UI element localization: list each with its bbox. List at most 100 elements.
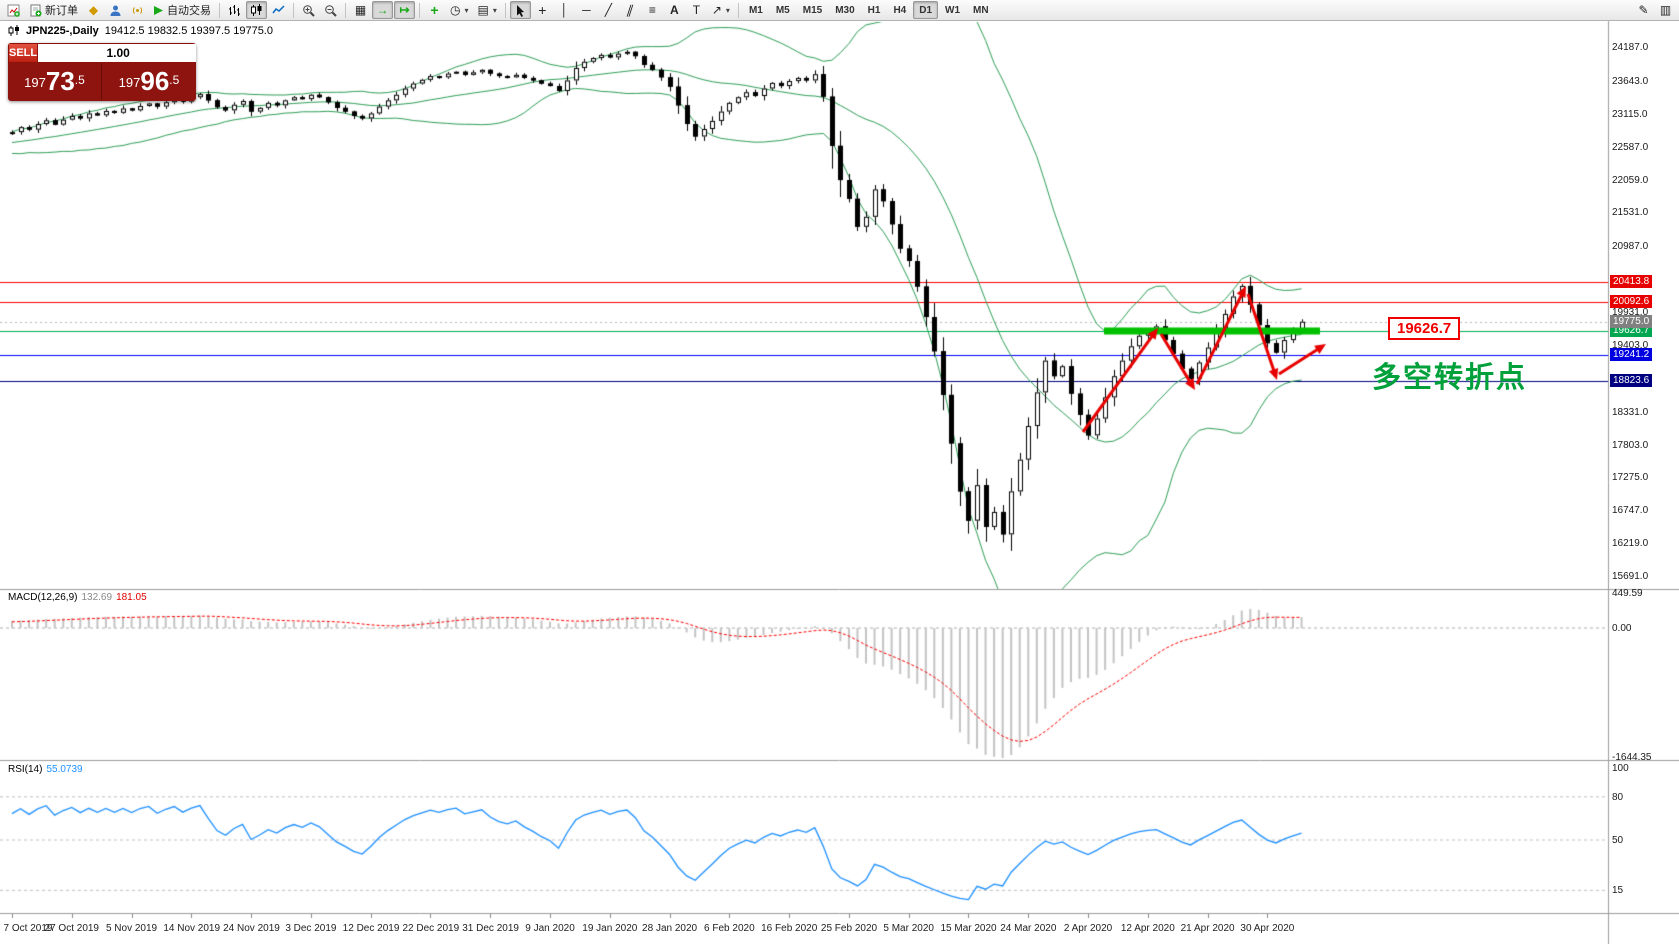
- templates-icon: ▤: [477, 2, 489, 17]
- chart-ohlc-values: 19412.5 19832.5 19397.5 19775.0: [104, 25, 273, 37]
- timeframe-m5-button[interactable]: M5: [775, 4, 790, 16]
- timeframe-w1-button[interactable]: W1: [945, 4, 961, 16]
- crosshair-button[interactable]: +: [532, 1, 553, 19]
- layout-button[interactable]: ▥: [1655, 1, 1676, 19]
- cursor-icon: [516, 4, 524, 17]
- macd-main-value: 132.69: [81, 592, 113, 603]
- level-price-label[interactable]: 19626.7: [1388, 317, 1461, 340]
- toolbar-separator: [737, 2, 739, 18]
- cursor-button[interactable]: [509, 1, 531, 19]
- timeframe-d1-button[interactable]: D1: [913, 1, 939, 19]
- dropdown-caret-icon: ▾: [492, 5, 497, 15]
- chart-title-bar: JPN225-,Daily 19412.5 19832.5 19397.5 19…: [8, 25, 273, 37]
- toolbar-separator: [419, 2, 420, 18]
- fibonacci-icon: ≡: [648, 2, 656, 17]
- buy-price: 197 96.5: [102, 63, 196, 101]
- indicators-icon: +: [430, 1, 439, 18]
- autotrading-button[interactable]: 自动交易: [149, 1, 215, 19]
- metaeditor-button[interactable]: ◆: [83, 1, 104, 19]
- zoom-out-icon: [325, 4, 337, 17]
- text-icon: A: [670, 2, 679, 17]
- macd-signal-value: 181.05: [116, 592, 147, 603]
- zoom-in-button[interactable]: [298, 1, 319, 19]
- timeframe-m15-button[interactable]: M15: [802, 4, 823, 16]
- new-order-icon: [30, 4, 42, 16]
- toolbar-separator: [504, 2, 506, 18]
- price-digits: 96: [140, 66, 170, 96]
- price-digits: .5: [169, 73, 180, 87]
- horizontal-line-icon: ─: [582, 2, 591, 17]
- text-label-icon: T: [692, 2, 701, 17]
- rsi-indicator-label: RSI(14) 55.0739: [8, 764, 83, 775]
- line-chart-button[interactable]: [268, 1, 289, 19]
- pencil-icon: ✎: [1638, 2, 1649, 17]
- timeframe-toolbar: M1 M5 M15 M30 H1 H4 D1 W1 MN: [743, 1, 995, 19]
- dropdown-caret-icon: ▾: [464, 5, 469, 15]
- zoom-out-button[interactable]: [320, 1, 341, 19]
- text-button[interactable]: A: [664, 1, 685, 19]
- trendline-button[interactable]: ╱: [598, 1, 619, 19]
- alerts-icon: [132, 6, 143, 14]
- zoom-in-icon: [303, 4, 315, 17]
- new-order-button[interactable]: 新订单: [25, 1, 82, 19]
- arrows-icon: ↗: [711, 2, 722, 17]
- autotrading-label: 自动交易: [167, 5, 211, 17]
- new-chart-icon: [7, 4, 20, 17]
- turning-point-annotation: 多空转折点: [1372, 362, 1528, 394]
- price-axis[interactable]: [1609, 21, 1679, 944]
- auto-scroll-button[interactable]: →: [372, 1, 393, 19]
- channel-icon: ∥: [625, 2, 636, 17]
- channel-button[interactable]: ∥: [620, 1, 641, 19]
- chart-shift-button[interactable]: ↦: [394, 1, 415, 19]
- periods-button[interactable]: ◷ ▾: [446, 1, 473, 19]
- crosshair-icon: +: [538, 1, 547, 18]
- tile-windows-icon: ▦: [354, 2, 367, 17]
- text-label-button[interactable]: T: [686, 1, 707, 19]
- timeframe-m30-button[interactable]: M30: [835, 4, 855, 16]
- play-icon: [154, 5, 163, 15]
- main-toolbar: 新订单 ◆ 自动交易 ▦ → ↦: [0, 0, 1679, 21]
- horizontal-line-button[interactable]: ─: [576, 1, 597, 19]
- templates-button[interactable]: ▤ ▾: [474, 1, 501, 19]
- dropdown-caret-icon: ▾: [725, 5, 730, 15]
- volume-input[interactable]: [38, 44, 196, 62]
- profile-button[interactable]: [105, 1, 126, 19]
- price-digits: .5: [74, 73, 85, 87]
- pencil-tool-button[interactable]: ✎: [1633, 1, 1654, 19]
- timeframe-h4-button[interactable]: H4: [893, 4, 907, 16]
- bars-chart-icon: [229, 4, 240, 16]
- tile-windows-button[interactable]: ▦: [350, 1, 371, 19]
- macd-indicator-label: MACD(12,26,9) 132.69 181.05: [8, 592, 147, 603]
- new-chart-button[interactable]: [3, 1, 24, 19]
- volume-control: ▲ ▼: [38, 43, 196, 63]
- price-digits: 197: [118, 75, 141, 90]
- timeframe-m1-button[interactable]: M1: [748, 4, 763, 16]
- rsi-value: 55.0739: [46, 764, 83, 775]
- indicators-button[interactable]: +: [424, 1, 445, 19]
- line-chart-icon: [272, 4, 285, 13]
- rsi-name: RSI(14): [8, 764, 43, 775]
- trade-panel-prices: 197 73.5 197 96.5: [8, 63, 196, 101]
- timeframe-mn-button[interactable]: MN: [973, 4, 989, 16]
- vertical-line-button[interactable]: │: [554, 1, 575, 19]
- price-digits: 197: [24, 75, 46, 90]
- sell-button[interactable]: SELL: [8, 43, 39, 63]
- bars-chart-button[interactable]: [224, 1, 245, 19]
- new-order-label: 新订单: [45, 5, 78, 17]
- profile-icon: [110, 5, 121, 16]
- date-axis[interactable]: [0, 914, 1608, 944]
- chart-symbol-period: JPN225-,Daily: [26, 25, 99, 37]
- candlestick-chart-button[interactable]: [246, 1, 267, 19]
- toolbar-separator: [219, 2, 220, 18]
- periods-icon: ◷: [450, 2, 461, 17]
- toolbar-right-group: ✎ ▥: [1633, 1, 1676, 19]
- alerts-button[interactable]: [127, 1, 148, 19]
- toolbar-separator: [345, 2, 346, 18]
- arrows-button[interactable]: ↗ ▾: [708, 1, 734, 19]
- fibonacci-button[interactable]: ≡: [642, 1, 663, 19]
- trendline-icon: ╱: [604, 2, 612, 17]
- timeframe-h1-button[interactable]: H1: [867, 4, 881, 16]
